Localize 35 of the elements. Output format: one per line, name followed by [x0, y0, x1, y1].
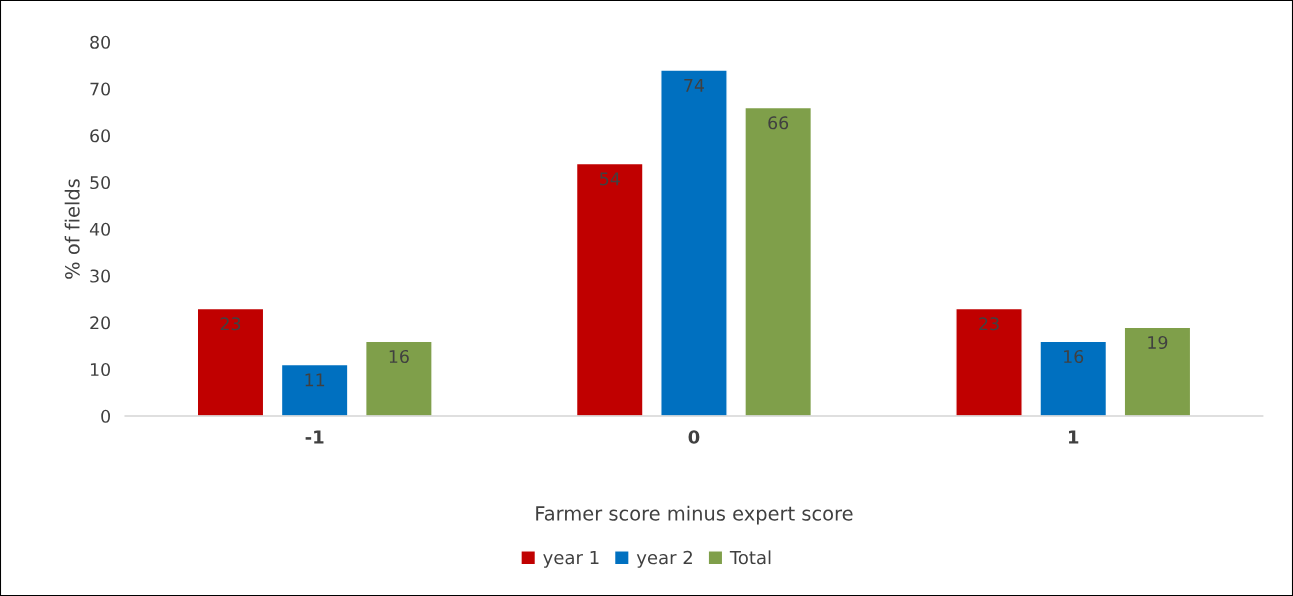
y-axis-title: % of fields	[64, 179, 80, 279]
bar	[364, 340, 433, 417]
y-tick-label: 50	[90, 175, 110, 190]
data-label: 16	[389, 349, 409, 364]
data-label: 66	[768, 116, 789, 130]
y-tick-label: 20	[90, 316, 110, 330]
bar	[196, 307, 265, 417]
data-label: 74	[684, 79, 705, 92]
data-label: 11	[305, 373, 325, 387]
data-label: 23	[220, 317, 241, 331]
y-tick-label: 30	[90, 269, 110, 283]
bar	[575, 162, 644, 417]
x-axis-title: Farmer score minus expert score	[536, 505, 853, 525]
y-tick-label: 0	[101, 409, 110, 423]
y-tick-label: 60	[90, 129, 110, 143]
y-tick-label: 10	[90, 362, 110, 377]
legend-label: year 2	[636, 550, 692, 568]
bar	[1039, 340, 1108, 417]
data-label: 19	[1148, 335, 1168, 350]
bar	[280, 363, 349, 417]
x-tick-label: -1	[305, 430, 324, 444]
data-label: 23	[979, 317, 999, 331]
data-label: 54	[600, 172, 620, 186]
legend-label: Total	[729, 550, 771, 565]
bar	[1123, 326, 1192, 417]
bar	[744, 106, 813, 417]
y-tick-label: 40	[89, 222, 110, 236]
x-tick-label: 1	[1068, 430, 1079, 444]
x-tick-label: 0	[688, 430, 700, 444]
y-tick-label: 70	[90, 82, 110, 96]
bar	[660, 69, 728, 417]
y-tick-label: 80	[90, 35, 110, 49]
legend-label: year 1	[543, 550, 599, 568]
bar	[955, 307, 1023, 417]
data-label: 16	[1064, 349, 1084, 364]
